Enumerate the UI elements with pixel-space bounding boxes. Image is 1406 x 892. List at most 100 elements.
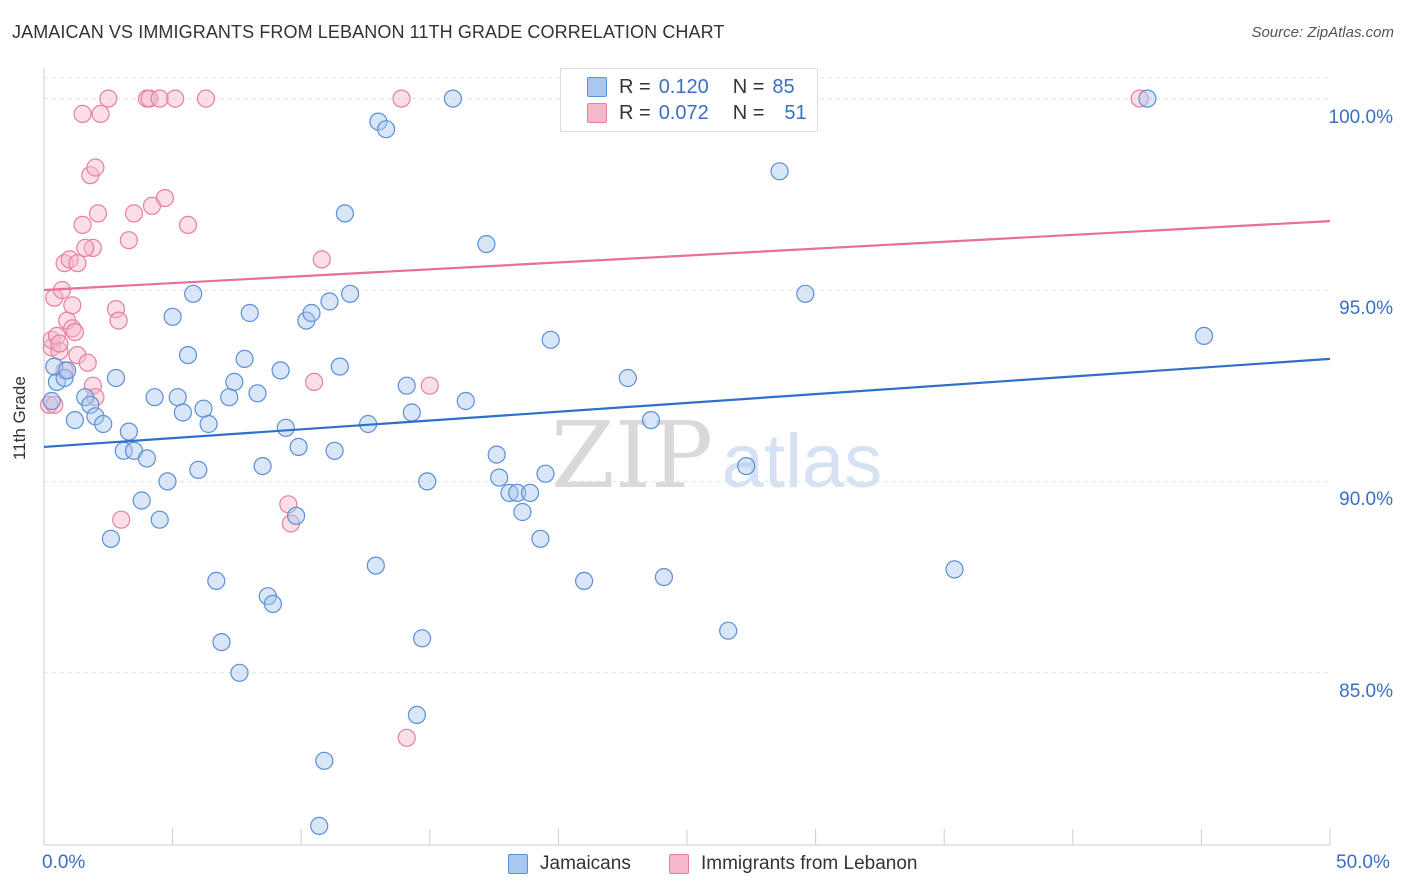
jamaican-point-38 [263,594,282,614]
watermark-atlas: atlas [722,419,883,504]
axes [43,68,1331,846]
jamaican-point-31 [225,372,244,391]
jamaican-point-66 [500,483,519,502]
lebanon-point-18 [83,238,103,257]
jamaican-point-41 [287,506,306,525]
jamaican-point-25 [189,460,208,479]
lebanon-point-27 [124,204,144,223]
legend-item-lebanon[interactable]: Immigrants from Lebanon [669,850,918,878]
jamaican-point-51 [341,284,360,303]
source-label: Source: ZipAtlas.com [1251,24,1394,41]
jamaican-point-24 [184,284,203,303]
jamaican-point-69 [520,483,540,502]
lebanon-point-20 [88,204,108,223]
lebanon-point-29 [140,89,159,108]
jamaican-point-81 [796,284,815,303]
lebanon-point-49 [1130,89,1149,108]
trend-lines [43,220,1331,449]
legend-n-value: 51 [784,101,807,124]
jamaican-point-73 [574,571,594,591]
jamaican-point-74 [618,368,637,388]
jamaican-point-75 [641,411,661,430]
chart-title: JAMAICAN VS IMMIGRANTS FROM LEBANON 11TH… [12,22,725,42]
legend-swatch-blue [587,77,607,97]
legend-n-label: N = [732,75,765,98]
lebanon-trend-line [43,220,1331,292]
watermark: ZIP atlas [551,402,882,509]
jamaican-point-0 [42,391,61,411]
jamaican-point-71 [536,464,555,483]
jamaican-point-39 [271,361,290,380]
legend-item-jamaicans[interactable]: Jamaicans [508,850,631,878]
jamaican-point-67 [508,483,527,502]
jamaican-point-84 [1194,326,1214,345]
jamaican-point-11 [106,368,126,388]
watermark-zip: ZIP [551,402,713,509]
lebanon-point-35 [196,89,216,108]
lebanon-point-38 [305,372,324,391]
correlation-legend: R = 0.120 N = 85 R = 0.072 N = 51 [560,68,818,132]
lebanon-point-33 [166,89,185,108]
y-tick-label-85: 85.0% [1339,680,1393,702]
jamaican-point-83 [1138,89,1157,108]
jamaican-point-23 [178,346,198,365]
jamaican-point-54 [369,112,388,131]
jamaican-point-13 [119,422,138,441]
jamaican-point-63 [477,235,496,254]
lebanon-point-15 [78,353,97,372]
jamaican-point-27 [199,414,218,434]
lebanon-point-12 [68,346,87,365]
jamaican-point-30 [220,388,239,407]
jamaican-point-5 [65,411,85,430]
lebanon-point-13 [73,215,92,234]
y-tick-label-90: 90.0% [1339,489,1393,511]
lebanon-point-32 [155,189,174,208]
lebanon-point-46 [50,334,69,353]
jamaican-point-32 [230,663,249,682]
lebanon-point-19 [86,158,105,177]
lebanon-point-24 [109,311,128,330]
jamaican-point-77 [719,621,738,640]
jamaican-point-59 [413,629,432,648]
jamaican-point-42 [289,437,308,456]
jamaican-point-68 [513,502,532,522]
jamaican-point-48 [325,441,344,460]
jamaican-point-65 [490,468,509,487]
lebanon-point-23 [106,300,126,319]
jamaican-point-64 [487,445,506,464]
jamaican-point-47 [320,292,339,311]
legend-swatch-blue [508,854,528,874]
jamaican-point-28 [207,571,226,591]
jamaican-point-62 [456,391,475,411]
series-legend: Jamaicans Immigrants from Lebanon [0,850,1406,878]
lebanon-point-48 [76,238,95,257]
lebanon-point-22 [99,89,118,108]
jamaican-point-9 [94,414,113,434]
jamaican-point-8 [86,407,105,426]
jamaican-point-70 [531,529,550,548]
jamaican-point-4 [57,361,77,380]
jamaican-point-22 [173,403,192,422]
jamaican-point-76 [654,567,674,587]
jamaican-point-29 [212,632,231,652]
lebanon-points [39,89,1149,747]
lebanon-point-40 [392,89,411,108]
jamaican-point-55 [377,120,396,139]
jamaican-trend-line [43,357,1331,449]
y-tick-label-95: 95.0% [1339,298,1393,319]
legend-row-lebanon: R = 0.072 N = 51 [587,101,807,125]
jamaican-point-19 [158,472,177,491]
legend-r-label: R = [619,75,651,98]
jamaican-point-15 [132,491,151,510]
jamaican-point-53 [366,556,385,575]
jamaican-point-10 [101,529,121,548]
jamaican-point-49 [330,357,349,376]
lebanon-point-41 [397,728,416,747]
lebanon-point-11 [65,323,85,342]
legend-r-value: 0.120 [658,75,709,98]
jamaican-point-18 [150,510,169,529]
jamaican-point-61 [443,89,462,108]
jamaican-point-78 [737,457,756,476]
jamaican-point-58 [407,705,426,725]
jamaican-point-46 [315,751,334,770]
